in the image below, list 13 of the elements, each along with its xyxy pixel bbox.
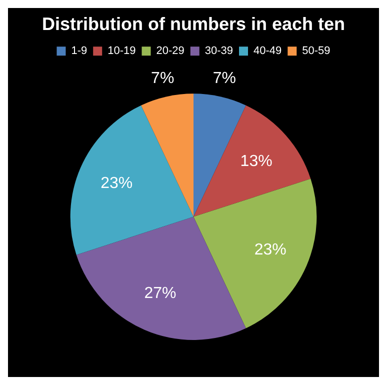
- legend-label: 50-59: [302, 45, 330, 58]
- legend-label: 10-19: [108, 45, 136, 58]
- data-label: 7%: [151, 70, 174, 87]
- legend-label: 20-29: [156, 45, 184, 58]
- data-label: 23%: [100, 174, 133, 192]
- data-label: 23%: [254, 241, 286, 258]
- legend-label: 30-39: [204, 45, 234, 58]
- chart-title: Distribution of numbers in each ten: [42, 14, 346, 34]
- legend-label: 40-49: [254, 45, 282, 58]
- data-label: 7%: [212, 70, 236, 87]
- data-label: 13%: [240, 152, 272, 170]
- data-label: 27%: [144, 285, 176, 302]
- legend-label: 1-9: [71, 45, 88, 58]
